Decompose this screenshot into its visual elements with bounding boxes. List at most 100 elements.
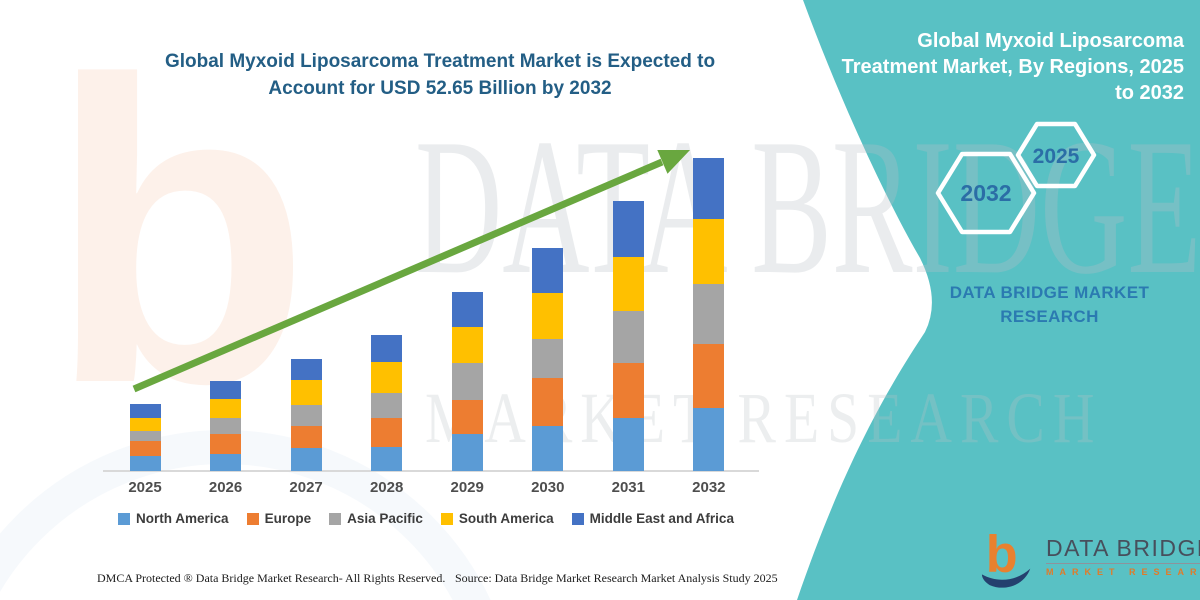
bar-2032-segment-europe <box>693 344 725 409</box>
bar-2032-segment-south-america <box>693 219 725 285</box>
legend-item-europe: Europe <box>246 511 312 526</box>
side-panel-title-line2: Treatment Market, By Regions, 2025 <box>841 56 1184 78</box>
teal-panel-shape <box>797 0 1200 600</box>
logo-swoosh <box>981 568 1031 588</box>
bar-2027-segment-asia-pacific <box>290 405 322 426</box>
bar-2030-segment-europe <box>532 378 564 426</box>
x-axis-label-2027: 2027 <box>289 479 323 496</box>
x-axis-line <box>103 470 759 472</box>
bar-2031-segment-europe <box>612 362 644 418</box>
x-axis-label-2031: 2031 <box>611 479 645 496</box>
x-axis-label-2028: 2028 <box>369 479 404 496</box>
source-note: Source: Data Bridge Market Research Mark… <box>455 571 778 585</box>
logo-text-block: DATA BRIDGE MARKET RESEARCH <box>1046 535 1200 577</box>
legend-swatch-middle-east-and-africa <box>571 512 584 525</box>
bar-2032-segment-middle-east-and-africa <box>693 158 725 220</box>
stacked-bar-2030 <box>532 248 564 471</box>
bar-2030-segment-middle-east-and-africa <box>532 248 564 293</box>
bar-2029-segment-europe <box>451 400 483 434</box>
bar-2025-segment-south-america <box>129 418 161 431</box>
bar-2032-segment-asia-pacific <box>693 284 725 345</box>
x-axis-label-2025: 2025 <box>128 479 162 496</box>
bar-2026-segment-north-america <box>210 454 242 471</box>
legend-label-europe: Europe <box>264 511 312 526</box>
x-axis-label-2032: 2032 <box>692 479 726 496</box>
bar-2028-segment-middle-east-and-africa <box>371 334 403 363</box>
stacked-bar-2025 <box>129 403 161 471</box>
data-bridge-logo-icon: b <box>981 527 1031 588</box>
bar-2029-segment-asia-pacific <box>451 363 483 401</box>
hexagon-years: 2032 2025 <box>935 121 1097 235</box>
legend-item-asia-pacific: Asia Pacific <box>329 511 423 526</box>
side-panel-title: Global Myxoid Liposarcoma Treatment Mark… <box>814 28 1184 106</box>
chart-legend: North America Europe Asia Pacific South Ame… <box>95 511 757 526</box>
stacked-bar-2027 <box>290 359 322 471</box>
hexagon-2025 <box>1015 121 1097 189</box>
chart-title: Global Myxoid Liposarcoma Treatment Mark… <box>110 48 770 102</box>
legend-swatch-europe <box>246 512 259 525</box>
bar-2027-segment-south-america <box>290 380 322 406</box>
bar-2025-segment-north-america <box>129 456 161 471</box>
stacked-bar-2026 <box>210 381 242 471</box>
chart-title-line2: Account for USD 52.65 Billion by 2032 <box>268 78 612 99</box>
bar-2030-segment-north-america <box>532 425 564 471</box>
watermark-tagline-text: MARKET RESEARCH <box>425 378 1103 458</box>
bar-2031-segment-north-america <box>612 417 644 471</box>
bar-2029-segment-middle-east-and-africa <box>451 292 483 327</box>
legend-swatch-south-america <box>440 512 453 525</box>
legend-label-north-america: North America <box>136 511 229 526</box>
bar-2025-segment-europe <box>129 440 161 457</box>
bar-2026-segment-middle-east-and-africa <box>210 381 242 400</box>
stacked-bar-2031 <box>612 201 644 471</box>
bar-2027-segment-north-america <box>290 448 322 471</box>
legend-item-north-america: North America <box>118 511 229 526</box>
bar-2031-segment-south-america <box>612 256 644 312</box>
logo-tagline: MARKET RESEARCH <box>1046 567 1200 577</box>
logo-b-glyph: b <box>986 527 1018 584</box>
bar-2026-segment-asia-pacific <box>210 417 242 434</box>
bar-2028-segment-north-america <box>371 447 403 471</box>
stacked-bar-2032 <box>693 158 725 471</box>
legend-item-south-america: South America <box>440 511 554 526</box>
stacked-bar-2029 <box>451 292 483 471</box>
stacked-bar-2028 <box>371 334 403 471</box>
bar-2029-segment-north-america <box>451 433 483 471</box>
bar-2032-segment-north-america <box>693 408 725 471</box>
bar-2028-segment-south-america <box>371 362 403 394</box>
hexagon-2032-label: 2032 <box>960 180 1011 206</box>
logo-name: DATA BRIDGE <box>1046 535 1200 561</box>
bar-2026-segment-south-america <box>210 399 242 418</box>
x-axis-label-2026: 2026 <box>208 479 243 496</box>
side-panel-title-line3: to 2032 <box>1115 82 1184 104</box>
hexagon-2025-label: 2025 <box>1033 145 1080 168</box>
bar-2030-segment-south-america <box>532 292 564 339</box>
data-bridge-logo: b DATA BRIDGE MARKET RESEARCH <box>980 527 1200 589</box>
legend-label-middle-east-and-africa: Middle East and Africa <box>589 511 734 526</box>
bar-2025-segment-asia-pacific <box>129 430 161 441</box>
x-axis-label-2030: 2030 <box>531 479 565 496</box>
bar-2027-segment-europe <box>290 425 322 449</box>
bar-2031-segment-middle-east-and-africa <box>612 201 644 257</box>
legend-label-asia-pacific: Asia Pacific <box>347 511 423 526</box>
legend-swatch-asia-pacific <box>329 512 342 525</box>
legend-swatch-north-america <box>118 512 131 525</box>
x-axis-label-2029: 2029 <box>450 479 484 496</box>
bar-2027-segment-middle-east-and-africa <box>290 359 322 381</box>
legend-item-middle-east-and-africa: Middle East and Africa <box>571 511 734 526</box>
side-panel-title-line1: Global Myxoid Liposarcoma <box>917 30 1184 52</box>
bar-2031-segment-asia-pacific <box>612 311 644 363</box>
bar-2026-segment-europe <box>210 433 242 455</box>
hexagon-2032 <box>935 151 1037 235</box>
bar-2025-segment-middle-east-and-africa <box>129 403 161 419</box>
bar-2028-segment-europe <box>371 418 403 448</box>
bar-2029-segment-south-america <box>451 326 483 364</box>
side-panel-brand-text: DATA BRIDGE MARKET RESEARCH <box>949 283 1150 326</box>
legend-label-south-america: South America <box>458 511 554 526</box>
dmca-notice: DMCA Protected ® Data Bridge Market Rese… <box>97 571 446 585</box>
logo-divider <box>1046 563 1200 564</box>
chart-title-line1: Global Myxoid Liposarcoma Treatment Mark… <box>164 51 716 72</box>
bar-2028-segment-asia-pacific <box>371 393 403 419</box>
bar-2030-segment-asia-pacific <box>532 338 564 379</box>
